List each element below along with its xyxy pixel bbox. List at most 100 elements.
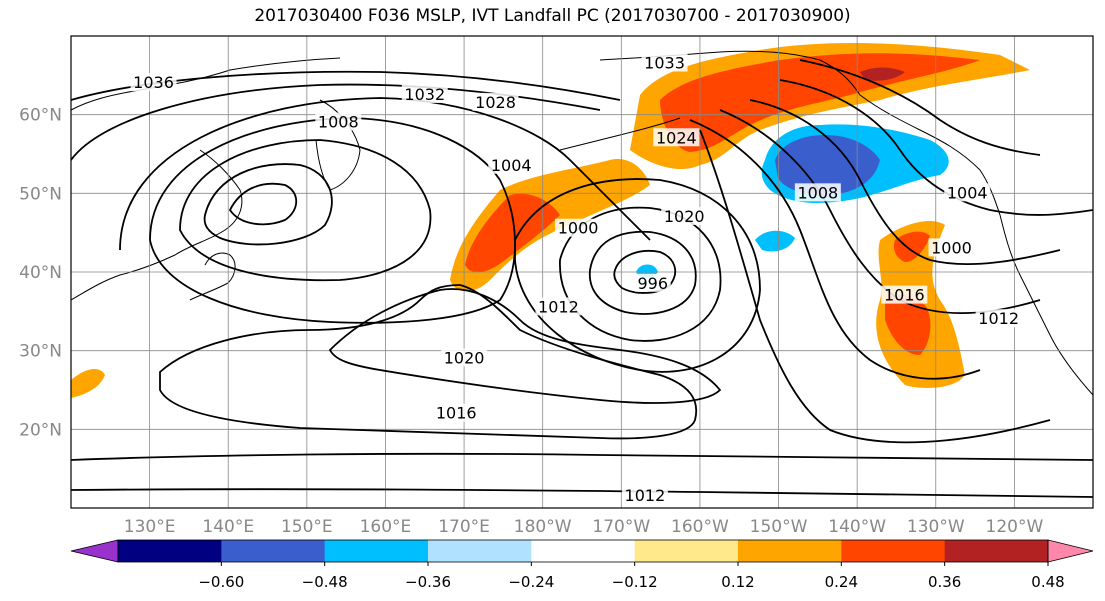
ivt-positive-alaska-core (660, 53, 980, 152)
lon-tick-label: 160°W (671, 517, 729, 537)
graticule (71, 36, 1093, 508)
colorbar-tick-label: −0.12 (612, 573, 658, 591)
colorbar-tick-label: −0.24 (508, 573, 554, 591)
longitude-labels: 130°E 140°E 150°E 160°E 170°E 180°W 170°W 160°W… (124, 517, 1044, 537)
isobar (179, 139, 432, 282)
colorbar-tick-label: −0.48 (302, 573, 348, 591)
lon-tick-label: 130°W (907, 517, 965, 537)
contour-label: 1020 (444, 349, 485, 368)
ivt-positive-westcoast-core2 (893, 231, 930, 262)
ivt-positive-westcoast-core (885, 294, 931, 355)
lat-tick-label: 50°N (19, 184, 62, 204)
contour-label: 1012 (625, 486, 666, 505)
colorbar: −0.60 −0.48 −0.36 −0.24 −0.12 0.12 0.24 0.36 0.4… (70, 539, 1094, 591)
contour-label: 1033 (644, 54, 685, 73)
lat-tick-label: 20°N (19, 420, 62, 440)
colorbar-swatch (324, 540, 429, 562)
isobar (159, 284, 698, 440)
colorbar-extend-low (70, 539, 119, 563)
latitude-labels: 20°N 30°N 40°N 50°N 60°N (19, 106, 62, 441)
contour-label-bg (881, 285, 928, 304)
coast-asia (71, 57, 341, 301)
lat-tick-label: 40°N (19, 263, 62, 283)
contour-label: 1024 (656, 128, 697, 147)
colorbar-tick-label: 0.24 (825, 573, 858, 591)
contour-label: 996 (637, 274, 668, 293)
lon-tick-label: 170°E (438, 517, 490, 537)
isobar (749, 99, 1061, 265)
isobar (559, 206, 722, 342)
contour-label: 1028 (475, 93, 516, 112)
ivt-positive-central-core (465, 193, 560, 273)
contour-label-bg (433, 403, 480, 422)
map-frame (70, 35, 1094, 509)
contour-label: 1000 (558, 219, 599, 238)
isobar (689, 119, 981, 380)
contour-label-bg (555, 218, 602, 237)
contour-label: 1016 (436, 404, 477, 423)
isobar (71, 83, 601, 161)
colorbar-swatch (841, 540, 946, 562)
coast-na-west (999, 214, 1093, 396)
lon-tick-label: 140°W (828, 517, 886, 537)
ivt-negative-gulf-core (775, 135, 880, 196)
colorbar-frame (117, 539, 1049, 563)
colorbar-swatch (944, 540, 1049, 562)
colorbar-swatch (428, 540, 532, 562)
colorbar-extend-high (1047, 539, 1094, 563)
colorbar-tick-label: 0.12 (721, 573, 754, 591)
contour-label-bg (130, 73, 177, 92)
plot-title: 2017030400 F036 MSLP, IVT Landfall PC (2… (254, 6, 851, 26)
coast-aleutians (559, 117, 681, 151)
isobar (328, 288, 722, 404)
lon-tick-label: 180°W (514, 517, 572, 537)
contour-label: 1032 (404, 85, 445, 104)
contour-label: 1012 (538, 297, 579, 316)
colorbar-swatch (634, 540, 739, 562)
lat-tick-label: 30°N (19, 342, 62, 362)
isobar (71, 452, 1093, 461)
colorbar-tick-label: 0.36 (928, 573, 961, 591)
colorbar-swatch (531, 540, 636, 562)
contour-label: 1008 (318, 113, 359, 132)
colorbar-swatch (118, 540, 222, 562)
contour-label: 1004 (491, 156, 532, 175)
lat-tick-label: 60°N (19, 106, 62, 126)
isobar (779, 79, 1093, 216)
contour-label-bg (488, 155, 535, 174)
contour-label-bg (634, 273, 671, 292)
contour-label-bg (315, 112, 362, 131)
contour-label: 1004 (947, 183, 988, 202)
isobar (149, 117, 516, 324)
isobar (799, 59, 1041, 156)
contour-label-bg (653, 128, 700, 147)
coastlines (71, 50, 1093, 396)
contour-label: 1016 (884, 286, 925, 305)
colorbar-swatch (221, 540, 326, 562)
contour-label-bg (928, 238, 975, 257)
lon-tick-label: 170°W (592, 517, 650, 537)
contour-label-bg (975, 309, 1022, 328)
contour-label-bg (535, 297, 582, 316)
contour-label-bg (661, 206, 708, 225)
ivt-positive-subtropics (71, 368, 105, 398)
contour-label: 1036 (133, 73, 174, 92)
contour-label-bg (944, 183, 991, 202)
contour-label-bg (472, 92, 519, 111)
contour-label: 1008 (797, 183, 838, 202)
lon-tick-label: 150°E (281, 517, 333, 537)
contour-label-bg (621, 486, 668, 505)
isobar (699, 129, 1051, 444)
isobar (514, 178, 761, 373)
contour-label: 1012 (978, 309, 1019, 328)
contour-label-bg (794, 183, 841, 202)
contour-label: 1000 (931, 238, 972, 257)
ivt-negative-small (755, 230, 795, 252)
coast-alaska (599, 50, 1001, 216)
ivt-shading (71, 43, 1030, 398)
contour-label-bg (441, 348, 488, 367)
contour-label: 1020 (664, 207, 705, 226)
isobar (228, 182, 298, 226)
contour-label-bg (401, 85, 448, 103)
